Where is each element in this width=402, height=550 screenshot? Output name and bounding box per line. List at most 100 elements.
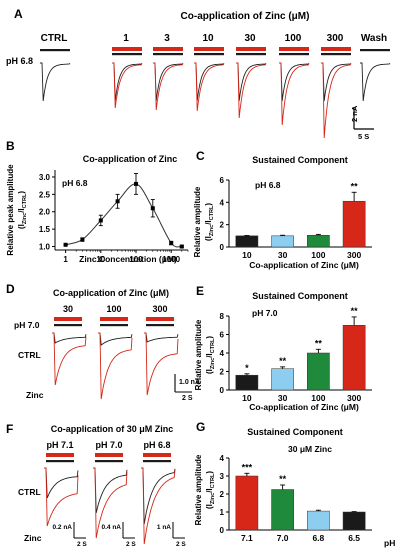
panel-b-y-tick-label: 3.0 (39, 173, 51, 182)
panel-g-plot: 0 1 2 3 4 7.1 *** 7.0 ** 6.8 6.5 (220, 454, 372, 543)
panel-b-ph: pH 6.8 (62, 178, 88, 188)
proton-application-bar (360, 49, 390, 52)
panel-d-scale-time: 2 S (182, 395, 193, 402)
proton-application-bar (279, 53, 309, 56)
panel-e-significance: * (245, 363, 249, 373)
proton-application-bar (40, 49, 70, 52)
panel-g-y-tick-label: 0 (220, 526, 225, 535)
panel-a-condition-label: CTRL (41, 33, 68, 44)
panel-a-condition-label: 10 (202, 33, 214, 44)
panel-a-scale-current: 2 nA (350, 105, 359, 122)
panel-e-bar (271, 368, 294, 391)
panel-e-title: Sustained Component (252, 291, 348, 301)
panel-b-data-point (115, 199, 120, 204)
panel-g-y-tick-label: 2 (220, 490, 225, 499)
current-trace-control (279, 62, 310, 102)
panel-b-ylabel-line2: (IZinc/ICTRL) (17, 191, 28, 229)
proton-application-bar (95, 460, 123, 463)
proton-application-bar (194, 53, 224, 56)
panel-f-scale-time: 2 S (176, 541, 186, 548)
panel-e-x-tick-label: 30 (278, 393, 288, 403)
panel-e-ylabel-line1: Relative amplitude (194, 319, 203, 390)
current-trace-zinc (153, 62, 184, 111)
panel-e-significance: ** (315, 338, 323, 348)
panel-a-condition-label: Wash (361, 33, 387, 44)
zinc-application-bar (321, 47, 351, 51)
panel-c-bar (271, 235, 294, 248)
panel-b-ylabel-line1: Relative peak amplitude (6, 164, 15, 256)
panel-e-significance: ** (351, 306, 359, 316)
panel-c-x-tick-label: 10 (242, 250, 252, 260)
panel-b-x-tick-label: 10 (96, 255, 105, 264)
panel-b-ylabel: Relative peak amplitude (IZinc/ICTRL) (6, 164, 28, 256)
current-trace-zinc (44, 467, 79, 527)
panel-e-y-tick-label: 4 (220, 349, 225, 358)
panel-c-bar (307, 235, 330, 248)
panel-g-ylabel: Relative amplitude (IZinc/ICTRL) (194, 454, 216, 525)
panel-d-scale-current: 1.0 nA (179, 379, 200, 386)
panel-a-traces (40, 62, 391, 139)
current-trace-control (141, 467, 176, 525)
panel-c: C Sustained Component pH 6.8 Relative am… (193, 149, 372, 270)
zinc-application-bar (143, 453, 171, 457)
panel-g-bar (271, 489, 294, 531)
panel-g-bar (342, 511, 366, 531)
current-trace-zinc (52, 332, 87, 386)
zinc-application-bar (46, 453, 74, 457)
panel-f-scale-current: 0.4 nA (101, 524, 121, 531)
zinc-application-bar (100, 317, 128, 321)
panel-a-conditions: CTRL 1 3 10 30 100 300 Wash (40, 33, 390, 56)
panel-a-condition-label: 1 (123, 33, 129, 44)
panel-d-traces (52, 332, 179, 400)
panel-g-ylabel-line2: (IZinc/ICTRL) (205, 471, 216, 509)
panel-g-y-tick-label: 4 (220, 454, 225, 463)
panel-c-y-tick-label: 6 (220, 176, 225, 185)
panel-b-x-tick-label: 1 (63, 255, 68, 264)
panel-a-condition-label: 300 (327, 33, 344, 44)
panel-e-ph: pH 7.0 (252, 308, 278, 318)
proton-application-bar (153, 53, 183, 56)
panel-e-plot: 0 2 4 6 8 10 * 30 ** 100 ** 300 ** (220, 306, 372, 403)
panel-d-scalebar: 1.0 nA 2 S (174, 374, 200, 402)
panel-g: G Sustained Component 30 μM Zinc Relativ… (194, 420, 395, 548)
panel-e-significance: ** (279, 356, 287, 366)
panel-b-title: Co-application of Zinc (83, 154, 178, 164)
panel-g-subtitle: 30 μM Zinc (288, 444, 332, 454)
panel-g-significance: *** (242, 462, 253, 472)
panel-a-scale-time: 5 S (358, 132, 369, 141)
panel-a-condition-label: 30 (244, 33, 256, 44)
zinc-application-bar (153, 47, 183, 51)
panel-c-y-tick-label: 4 (220, 198, 225, 207)
panel-e-y-tick-label: 6 (220, 331, 225, 340)
panel-f-ph-label: pH 6.8 (143, 440, 170, 450)
panel-c-plot: 0 2 4 6 10 30 100 300 ** (220, 176, 372, 260)
current-trace-control (93, 467, 128, 514)
proton-application-bar (46, 460, 74, 463)
proton-application-bar (54, 324, 82, 327)
panel-c-ylabel-line1: Relative amplitude (193, 186, 202, 257)
panel-b-letter: B (6, 139, 15, 153)
panel-e-x-tick-label: 10 (242, 393, 252, 403)
panel-d-condition-label: 300 (152, 304, 167, 314)
current-trace-control (236, 62, 267, 102)
panel-f-ph-label: pH 7.1 (46, 440, 73, 450)
panel-c-ylabel-line2: (IZinc/ICTRL) (204, 203, 215, 241)
panel-c-bar (342, 200, 366, 248)
panel-f-ctrl-label: CTRL (18, 487, 41, 497)
panel-g-significance: ** (279, 474, 287, 484)
proton-application-bar (321, 53, 351, 56)
panel-c-x-tick-label: 100 (311, 250, 325, 260)
panel-a-condition-label: 3 (164, 33, 170, 44)
panel-d-ctrl-label: CTRL (18, 350, 41, 360)
panel-e-ylabel: Relative amplitude (IZinc/ICTRL) (194, 319, 216, 390)
panel-b-data-point (63, 242, 68, 247)
panel-c-y-tick-label: 2 (220, 221, 225, 230)
panel-g-title: Sustained Component (247, 427, 343, 437)
current-trace-control (144, 332, 179, 343)
panel-f-traces (44, 467, 176, 545)
panel-a: A Co-application of Zinc (μM) pH 6.8 CTR… (6, 7, 391, 141)
panel-d-title: Co-application of Zinc (μM) (53, 288, 169, 298)
panel-f-conditions: pH 7.1 0.2 nA 2 S pH 7.0 0.4 nA 2 S pH 6.8 1 nA… (46, 440, 186, 548)
zinc-application-bar (146, 317, 174, 321)
